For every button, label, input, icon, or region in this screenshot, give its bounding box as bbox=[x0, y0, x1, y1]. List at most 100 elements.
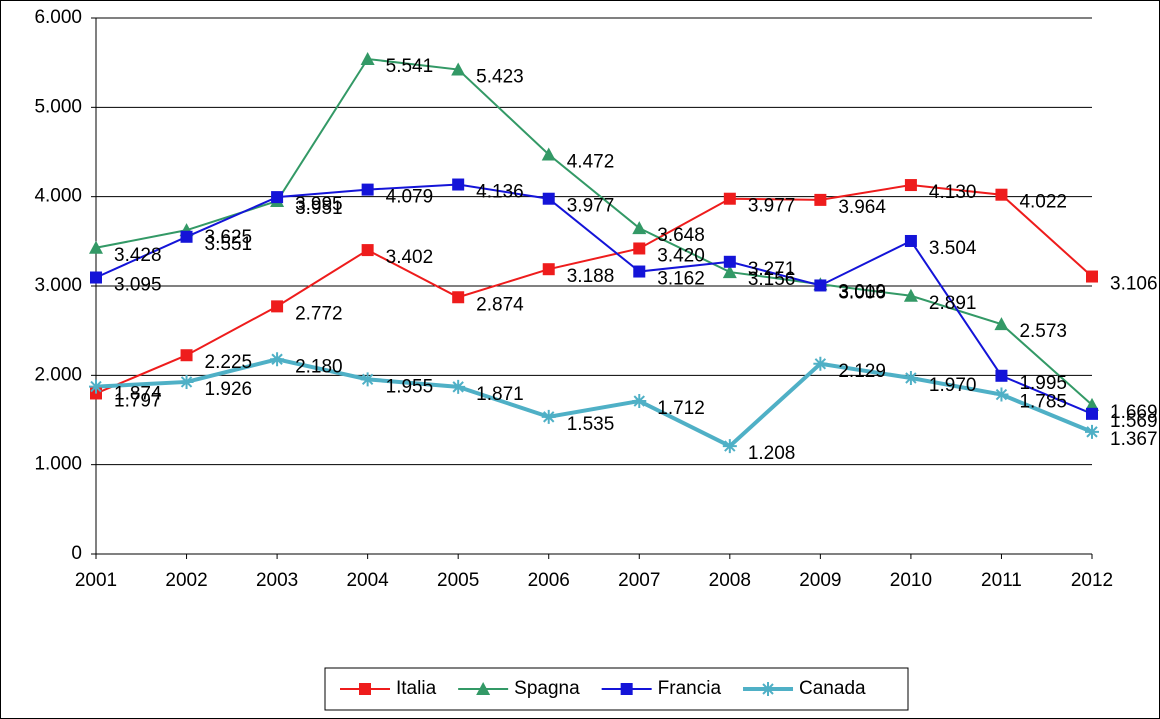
marker bbox=[180, 349, 193, 362]
data-label: 4.079 bbox=[386, 187, 434, 208]
marker bbox=[90, 271, 102, 284]
marker bbox=[632, 221, 647, 235]
marker bbox=[271, 300, 284, 313]
marker bbox=[620, 683, 633, 695]
marker bbox=[903, 288, 918, 302]
data-label: 3.162 bbox=[657, 269, 705, 290]
data-label: 1.926 bbox=[205, 379, 253, 400]
marker bbox=[541, 147, 556, 161]
data-label: 3.402 bbox=[386, 247, 434, 268]
marker bbox=[722, 265, 737, 279]
data-label: 3.977 bbox=[567, 196, 615, 217]
x-tick-label: 2006 bbox=[528, 570, 570, 591]
marker bbox=[452, 178, 465, 191]
x-tick-label: 2001 bbox=[75, 570, 117, 591]
data-label: 3.188 bbox=[567, 266, 615, 287]
data-label: 1.712 bbox=[657, 398, 705, 419]
x-tick-label: 2012 bbox=[1071, 570, 1113, 591]
y-tick-label: 1.000 bbox=[34, 454, 82, 475]
x-tick-label: 2005 bbox=[437, 570, 479, 591]
marker bbox=[1085, 397, 1099, 411]
data-label: 1.669 bbox=[1110, 402, 1158, 423]
marker bbox=[359, 683, 371, 695]
data-label: 3.964 bbox=[838, 197, 886, 218]
legend-label: Spagna bbox=[514, 678, 580, 699]
marker bbox=[360, 52, 375, 66]
data-label: 1.874 bbox=[114, 384, 162, 405]
marker bbox=[1086, 270, 1098, 283]
x-tick-label: 2010 bbox=[890, 570, 932, 591]
x-tick-label: 2008 bbox=[709, 570, 751, 591]
marker bbox=[813, 356, 828, 371]
marker bbox=[89, 379, 103, 394]
marker bbox=[541, 409, 556, 424]
marker bbox=[904, 179, 917, 192]
marker bbox=[476, 682, 491, 695]
y-tick-label: 2.000 bbox=[34, 364, 82, 385]
marker bbox=[271, 191, 284, 204]
data-label: 1.871 bbox=[476, 384, 524, 405]
marker bbox=[1085, 424, 1099, 439]
series-line bbox=[95, 184, 1093, 395]
marker bbox=[1086, 407, 1098, 420]
data-label: 3.551 bbox=[205, 234, 253, 255]
marker bbox=[632, 394, 647, 409]
marker bbox=[270, 352, 285, 367]
data-label: 1.785 bbox=[1019, 392, 1067, 413]
x-tick-label: 2007 bbox=[618, 570, 660, 591]
data-label: 3.271 bbox=[748, 259, 796, 280]
data-label: 3.428 bbox=[114, 245, 162, 266]
data-label: 3.625 bbox=[205, 227, 253, 248]
data-label: 2.874 bbox=[476, 294, 524, 315]
marker bbox=[361, 183, 374, 196]
series-line bbox=[95, 183, 1093, 415]
x-tick-label: 2011 bbox=[981, 570, 1022, 591]
data-label: 1.995 bbox=[1019, 373, 1067, 394]
data-label: 3.106 bbox=[1110, 274, 1158, 295]
data-label: 5.541 bbox=[386, 56, 434, 77]
data-label: 4.472 bbox=[567, 152, 615, 173]
y-tick-label: 0 bbox=[71, 543, 82, 564]
x-tick-label: 2009 bbox=[799, 570, 841, 591]
marker bbox=[633, 265, 646, 278]
marker bbox=[180, 230, 193, 243]
data-label: 3.995 bbox=[295, 194, 343, 215]
marker bbox=[995, 188, 1008, 201]
data-label: 2.772 bbox=[295, 303, 343, 324]
data-label: 1.208 bbox=[748, 443, 796, 464]
data-label: 3.006 bbox=[838, 282, 886, 303]
data-label: 3.420 bbox=[657, 245, 705, 266]
data-label: 2.573 bbox=[1019, 321, 1067, 342]
marker bbox=[179, 374, 194, 389]
data-label: 4.136 bbox=[476, 182, 524, 203]
legend-label: Canada bbox=[799, 678, 866, 699]
marker bbox=[994, 387, 1009, 402]
data-label: 3.156 bbox=[748, 269, 796, 290]
data-label: 2.180 bbox=[295, 356, 343, 377]
data-label: 2.891 bbox=[929, 293, 977, 314]
marker bbox=[722, 439, 737, 454]
marker bbox=[451, 62, 466, 76]
y-tick-label: 5.000 bbox=[34, 96, 82, 117]
x-tick-label: 2002 bbox=[165, 570, 207, 591]
marker bbox=[542, 263, 555, 276]
legend-label: Italia bbox=[396, 678, 437, 699]
marker bbox=[814, 279, 827, 292]
x-tick-label: 2004 bbox=[346, 570, 389, 591]
data-label: 3.977 bbox=[748, 196, 796, 217]
y-tick-label: 6.000 bbox=[34, 7, 82, 28]
marker bbox=[451, 379, 466, 394]
marker bbox=[633, 242, 646, 255]
marker bbox=[361, 244, 374, 257]
marker bbox=[723, 255, 736, 268]
data-label: 2.225 bbox=[205, 352, 253, 373]
marker bbox=[723, 192, 736, 205]
data-label: 5.423 bbox=[476, 67, 524, 88]
data-label: 1.367 bbox=[1110, 429, 1158, 450]
y-tick-label: 3.000 bbox=[34, 275, 82, 296]
marker bbox=[761, 682, 776, 696]
marker bbox=[814, 193, 827, 206]
marker bbox=[904, 234, 917, 247]
